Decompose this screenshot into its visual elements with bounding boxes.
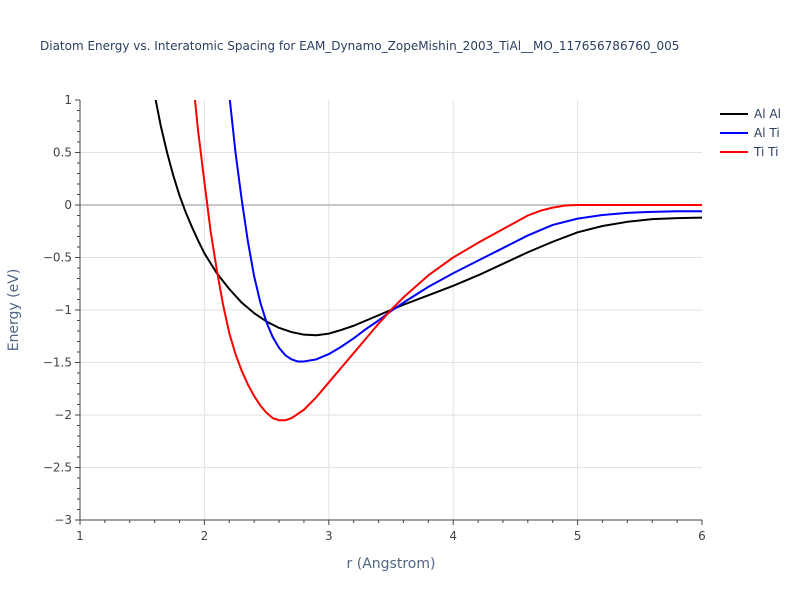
x-tick-label: 2	[201, 529, 209, 543]
x-axis: 1 2 3 4 5 6	[76, 519, 706, 543]
y-tick-label: −2.5	[43, 461, 72, 475]
legend-label: Al Al	[754, 107, 781, 121]
x-tick-label: 4	[449, 529, 457, 543]
legend-label: Ti Ti	[753, 145, 778, 159]
x-axis-title: r (Angstrom)	[347, 556, 436, 572]
chart-title: Diatom Energy vs. Interatomic Spacing fo…	[40, 39, 679, 53]
series-line-al-ti	[228, 100, 702, 363]
y-tick-label: −1.5	[43, 356, 72, 370]
x-tick-label: 1	[76, 529, 84, 543]
y-tick-label: −2	[54, 408, 72, 422]
x-tick-label: 6	[698, 529, 706, 543]
y-tick-label: 0	[64, 198, 72, 212]
x-tick-label: 3	[325, 529, 333, 543]
y-tick-label: −0.5	[43, 251, 72, 265]
series-line-ti-ti	[193, 100, 702, 422]
y-tick-label: −1	[54, 303, 72, 317]
y-tick-label: 1	[64, 93, 72, 107]
y-tick-label: −3	[54, 513, 72, 527]
y-axis-title: Energy (eV)	[6, 269, 22, 352]
legend: Al Al Al Ti Ti Ti	[720, 107, 781, 159]
series-line-al-al	[154, 100, 702, 337]
legend-label: Al Ti	[754, 126, 780, 140]
plot-area	[154, 100, 702, 422]
x-tick-label: 5	[574, 529, 582, 543]
y-axis: −3 −2.5 −2 −1.5 −1 −0.5 0 0.5 1	[43, 93, 81, 527]
y-tick-label: 0.5	[53, 146, 72, 160]
